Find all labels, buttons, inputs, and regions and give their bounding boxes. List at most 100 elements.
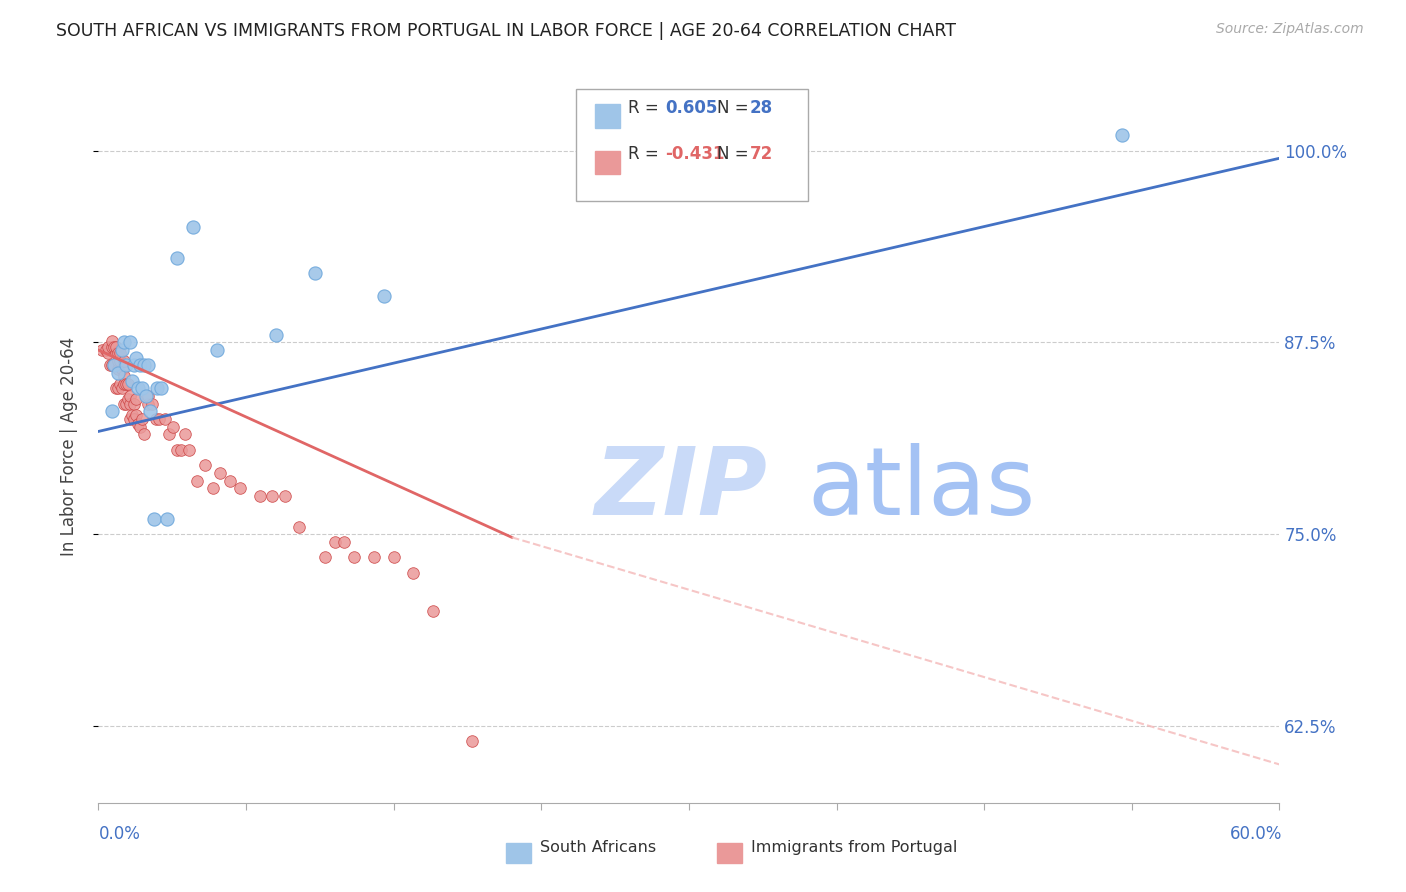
Point xyxy=(186,474,208,488)
Text: R =: R = xyxy=(628,99,665,117)
Point xyxy=(108,376,131,391)
Text: 60.0%: 60.0% xyxy=(1230,825,1282,843)
Text: -0.431: -0.431 xyxy=(665,145,724,163)
Point xyxy=(146,381,169,395)
Text: 72: 72 xyxy=(749,145,773,163)
Point xyxy=(125,351,148,365)
Point xyxy=(118,397,141,411)
Point xyxy=(111,361,134,376)
Point xyxy=(101,340,124,354)
Point xyxy=(112,335,135,350)
Point xyxy=(103,359,125,373)
Point xyxy=(142,512,165,526)
Point xyxy=(363,550,385,565)
Point xyxy=(402,566,425,580)
Point xyxy=(157,427,180,442)
Point xyxy=(117,376,139,391)
Point xyxy=(461,734,484,748)
Point xyxy=(194,458,217,473)
Point xyxy=(249,489,271,503)
Point xyxy=(136,359,159,373)
Point xyxy=(122,397,145,411)
Point xyxy=(145,412,167,426)
Point xyxy=(135,389,157,403)
Point xyxy=(162,419,184,434)
Point xyxy=(131,412,153,426)
Point xyxy=(205,343,228,357)
Point xyxy=(166,442,188,457)
Point xyxy=(132,427,155,442)
Point xyxy=(264,327,287,342)
Point xyxy=(422,604,444,618)
Point xyxy=(127,381,149,395)
Point xyxy=(131,381,153,395)
Point xyxy=(136,389,159,403)
Point xyxy=(101,334,124,348)
Point xyxy=(156,512,179,526)
Point xyxy=(125,408,148,422)
Text: 0.0%: 0.0% xyxy=(98,825,141,843)
Point xyxy=(112,376,135,391)
Point xyxy=(103,340,125,354)
Point xyxy=(132,359,155,373)
Point xyxy=(128,359,150,373)
Point xyxy=(121,408,143,422)
Point xyxy=(107,366,129,380)
Point xyxy=(150,381,173,395)
Point xyxy=(115,359,138,373)
Point xyxy=(148,412,170,426)
Point xyxy=(288,519,311,533)
Text: N =: N = xyxy=(717,145,754,163)
Point xyxy=(101,404,124,418)
Point xyxy=(274,489,297,503)
Point xyxy=(97,340,120,354)
Point xyxy=(155,412,177,426)
Point xyxy=(304,266,326,280)
Point xyxy=(177,442,200,457)
Point xyxy=(323,535,346,549)
Point xyxy=(105,346,128,360)
Point xyxy=(333,535,356,549)
Point xyxy=(138,404,160,418)
Point xyxy=(118,335,141,350)
Point xyxy=(201,481,224,495)
Point xyxy=(136,397,159,411)
Point xyxy=(118,412,141,426)
Point xyxy=(115,397,138,411)
Point xyxy=(166,251,188,265)
Point xyxy=(108,354,131,368)
Point xyxy=(121,374,143,388)
Point xyxy=(97,346,120,360)
Text: 28: 28 xyxy=(749,99,772,117)
Point xyxy=(115,376,138,391)
Point xyxy=(141,397,163,411)
Point xyxy=(107,354,129,368)
Point xyxy=(122,359,145,373)
Point xyxy=(219,474,242,488)
Point xyxy=(382,550,405,565)
Point xyxy=(98,359,121,373)
Text: atlas: atlas xyxy=(807,442,1035,535)
Point xyxy=(343,550,366,565)
Point xyxy=(1111,128,1133,143)
Point xyxy=(112,369,135,384)
Text: R =: R = xyxy=(628,145,665,163)
Point xyxy=(209,466,232,480)
Point xyxy=(101,359,124,373)
Text: SOUTH AFRICAN VS IMMIGRANTS FROM PORTUGAL IN LABOR FORCE | AGE 20-64 CORRELATION: SOUTH AFRICAN VS IMMIGRANTS FROM PORTUGA… xyxy=(56,22,956,40)
Text: South Africans: South Africans xyxy=(540,840,657,855)
Point xyxy=(122,412,145,426)
Text: N =: N = xyxy=(717,99,754,117)
Y-axis label: In Labor Force | Age 20-64: In Labor Force | Age 20-64 xyxy=(59,336,77,556)
Point xyxy=(111,381,134,395)
Point xyxy=(260,489,283,503)
Point xyxy=(91,343,114,357)
Point xyxy=(112,354,135,368)
Point xyxy=(105,381,128,395)
Text: ZIP: ZIP xyxy=(595,442,768,535)
Point xyxy=(314,550,336,565)
Text: 0.605: 0.605 xyxy=(665,99,717,117)
Point xyxy=(96,343,118,357)
Text: Source: ZipAtlas.com: Source: ZipAtlas.com xyxy=(1216,22,1364,37)
Point xyxy=(128,419,150,434)
